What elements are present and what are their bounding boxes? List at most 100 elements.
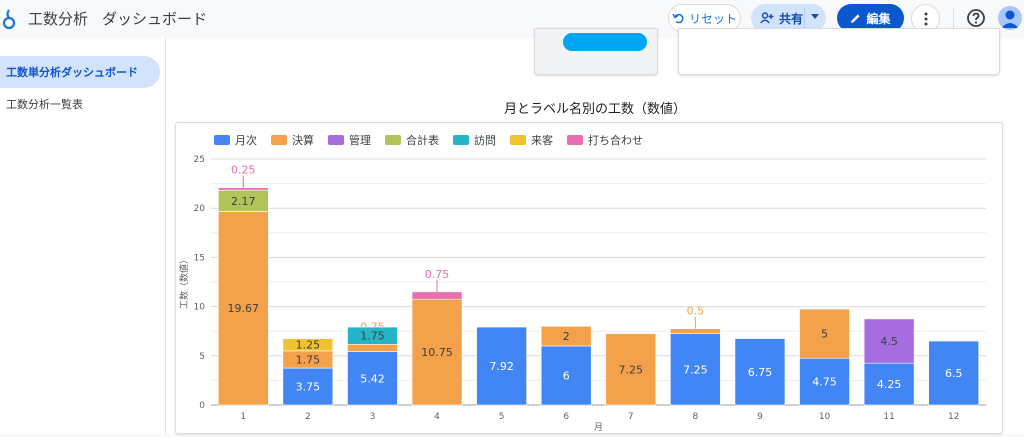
data-label-m2-s5: 1.25 xyxy=(296,339,321,352)
data-label-m10-s1: 5 xyxy=(821,328,828,341)
bar-segment-m8-s1 xyxy=(670,328,721,334)
bar-segment-m2-s0 xyxy=(282,367,334,406)
y-tick-label-2: 10 xyxy=(194,303,206,313)
report-title-main: 工数分析 xyxy=(28,10,89,28)
y-tick-label-4: 20 xyxy=(194,204,206,214)
share-button[interactable]: 共有 xyxy=(751,4,826,32)
bar-segment-m5-s0 xyxy=(476,326,527,406)
x-tick-label-1: 2 xyxy=(305,412,311,422)
report-canvas: 月とラベル名別の工数（数値） 月次 決算 管理 合計表 訪問 来客 打ち合わせ 0 5 10 15 2… xyxy=(166,28,1024,434)
edit-button[interactable]: 編集 xyxy=(837,4,904,32)
bar-segment-m4-s6 xyxy=(411,291,463,300)
legend-swatch-1 xyxy=(271,135,287,145)
help-icon[interactable] xyxy=(966,8,986,28)
chevron-down-icon[interactable] xyxy=(811,14,819,19)
x-tick-label-0: 1 xyxy=(240,412,246,422)
app-logo-icon[interactable] xyxy=(2,8,16,30)
data-label-m5-s0: 7.92 xyxy=(489,360,514,373)
legend-swatch-3 xyxy=(385,135,401,145)
user-icon xyxy=(1001,10,1019,28)
chart-title: 月とラベル名別の工数（数値） xyxy=(503,102,686,117)
data-label-m11-s0: 4.25 xyxy=(877,378,902,391)
x-axis-label: 月 xyxy=(594,422,603,433)
stacked-bar-chart: 月次 決算 管理 合計表 訪問 来客 打ち合わせ0510152025工数（数値）月19.67… xyxy=(178,133,986,433)
x-tick-label-6: 7 xyxy=(628,412,634,422)
legend-label-5: 来客 xyxy=(531,133,553,147)
data-label-m2-s0: 3.75 xyxy=(296,381,321,394)
data-label-m3-s4: 1.75 xyxy=(360,330,385,343)
data-label-m1-s1: 19.67 xyxy=(228,302,260,315)
x-tick-label-9: 10 xyxy=(819,412,831,422)
legend-swatch-4 xyxy=(453,135,469,145)
bar-segment-m10-s1 xyxy=(799,308,850,359)
bar-segment-m1-s1 xyxy=(217,211,269,406)
x-tick-label-8: 9 xyxy=(757,412,763,422)
data-label-m4-s6: 0.75 xyxy=(425,268,450,281)
data-label-m6-s1: 2 xyxy=(563,330,570,343)
bar-segment-m3-s0 xyxy=(347,351,398,406)
data-label-m9-s0: 6.75 xyxy=(748,366,773,379)
legend-label-2: 管理 xyxy=(349,133,371,147)
data-label-m11-s2: 4.5 xyxy=(880,335,898,348)
scorecard[interactable] xyxy=(534,28,658,75)
more-vert-icon xyxy=(924,12,927,25)
bar-segment-m4-s1 xyxy=(411,298,463,406)
bar-segment-m3-s4 xyxy=(347,326,398,345)
legend-label-3: 合計表 xyxy=(406,133,439,147)
legend-label-6: 打ち合わせ xyxy=(588,133,643,147)
bar-segment-m11-s0 xyxy=(863,362,915,406)
data-label-m3-s0: 5.42 xyxy=(360,372,385,385)
data-label-m12-s0: 6.5 xyxy=(945,367,963,380)
x-tick-label-4: 5 xyxy=(499,412,505,422)
y-tick-label-5: 25 xyxy=(194,155,205,165)
data-label-m2-s1: 1.75 xyxy=(296,353,321,366)
x-tick-label-5: 6 xyxy=(563,412,569,422)
bar-segment-m9-s0 xyxy=(734,338,786,406)
edit-button-label: 編集 xyxy=(866,11,891,26)
bar-segment-m7-s1 xyxy=(605,333,657,406)
bar-segment-m10-s0 xyxy=(799,357,850,406)
legend-swatch-0 xyxy=(214,135,230,145)
y-tick-label-3: 15 xyxy=(194,253,205,263)
x-tick-label-10: 11 xyxy=(883,412,894,422)
header-divider xyxy=(953,8,954,30)
data-label-m8-s0: 7.25 xyxy=(683,363,708,376)
avatar[interactable] xyxy=(998,6,1022,30)
undo-icon xyxy=(672,13,684,24)
data-label-m1-s6: 0.25 xyxy=(231,164,256,177)
filter-card[interactable] xyxy=(678,28,1000,75)
sidebar-item-list[interactable]: 工数分析一覧表 xyxy=(6,98,83,111)
legend-swatch-5 xyxy=(510,135,526,145)
report-title: 工数分析 ダッシュボード xyxy=(28,8,221,29)
data-label-m10-s0: 4.75 xyxy=(812,376,837,389)
y-axis-label: 工数（数値） xyxy=(178,255,190,309)
data-label-m6-s0: 6 xyxy=(563,369,570,382)
legend-swatch-2 xyxy=(328,135,344,145)
data-label-m1-s3: 2.17 xyxy=(231,195,256,208)
y-tick-label-0: 0 xyxy=(199,401,205,411)
pencil-icon xyxy=(851,13,861,23)
bar-segment-m3-s1 xyxy=(347,343,398,352)
x-tick-label-2: 3 xyxy=(370,412,376,422)
legend-swatch-6 xyxy=(567,135,583,145)
data-label-m7-s1: 7.25 xyxy=(619,363,644,376)
legend-label-0: 月次 xyxy=(235,133,257,147)
bar-segment-m8-s0 xyxy=(670,333,721,406)
share-divider xyxy=(804,8,805,28)
reset-button-label: リセット xyxy=(688,11,737,26)
report-title-sub: ダッシュボード xyxy=(102,10,208,28)
bar-segment-m11-s2 xyxy=(863,318,915,364)
sidebar-item-dashboard[interactable]: 工数単分析ダッシュボード xyxy=(0,56,160,88)
x-tick-label-7: 8 xyxy=(693,412,699,422)
bar-segment-m12-s0 xyxy=(928,340,980,406)
data-label-m8-s1: 0.5 xyxy=(687,305,705,318)
bar-segment-m6-s0 xyxy=(540,345,592,406)
redacted-value xyxy=(563,33,647,51)
share-button-label: 共有 xyxy=(778,11,803,26)
y-tick-label-1: 5 xyxy=(199,352,205,362)
legend-label-1: 決算 xyxy=(292,133,314,147)
data-label-m4-s1: 10.75 xyxy=(421,346,453,359)
add-person-icon xyxy=(760,12,774,24)
chart-card[interactable]: 月次 決算 管理 合計表 訪問 来客 打ち合わせ 0 5 10 15 20 25 工数（数値）月 19.67… xyxy=(175,122,1003,434)
bar-segment-m2-s5 xyxy=(282,338,334,352)
